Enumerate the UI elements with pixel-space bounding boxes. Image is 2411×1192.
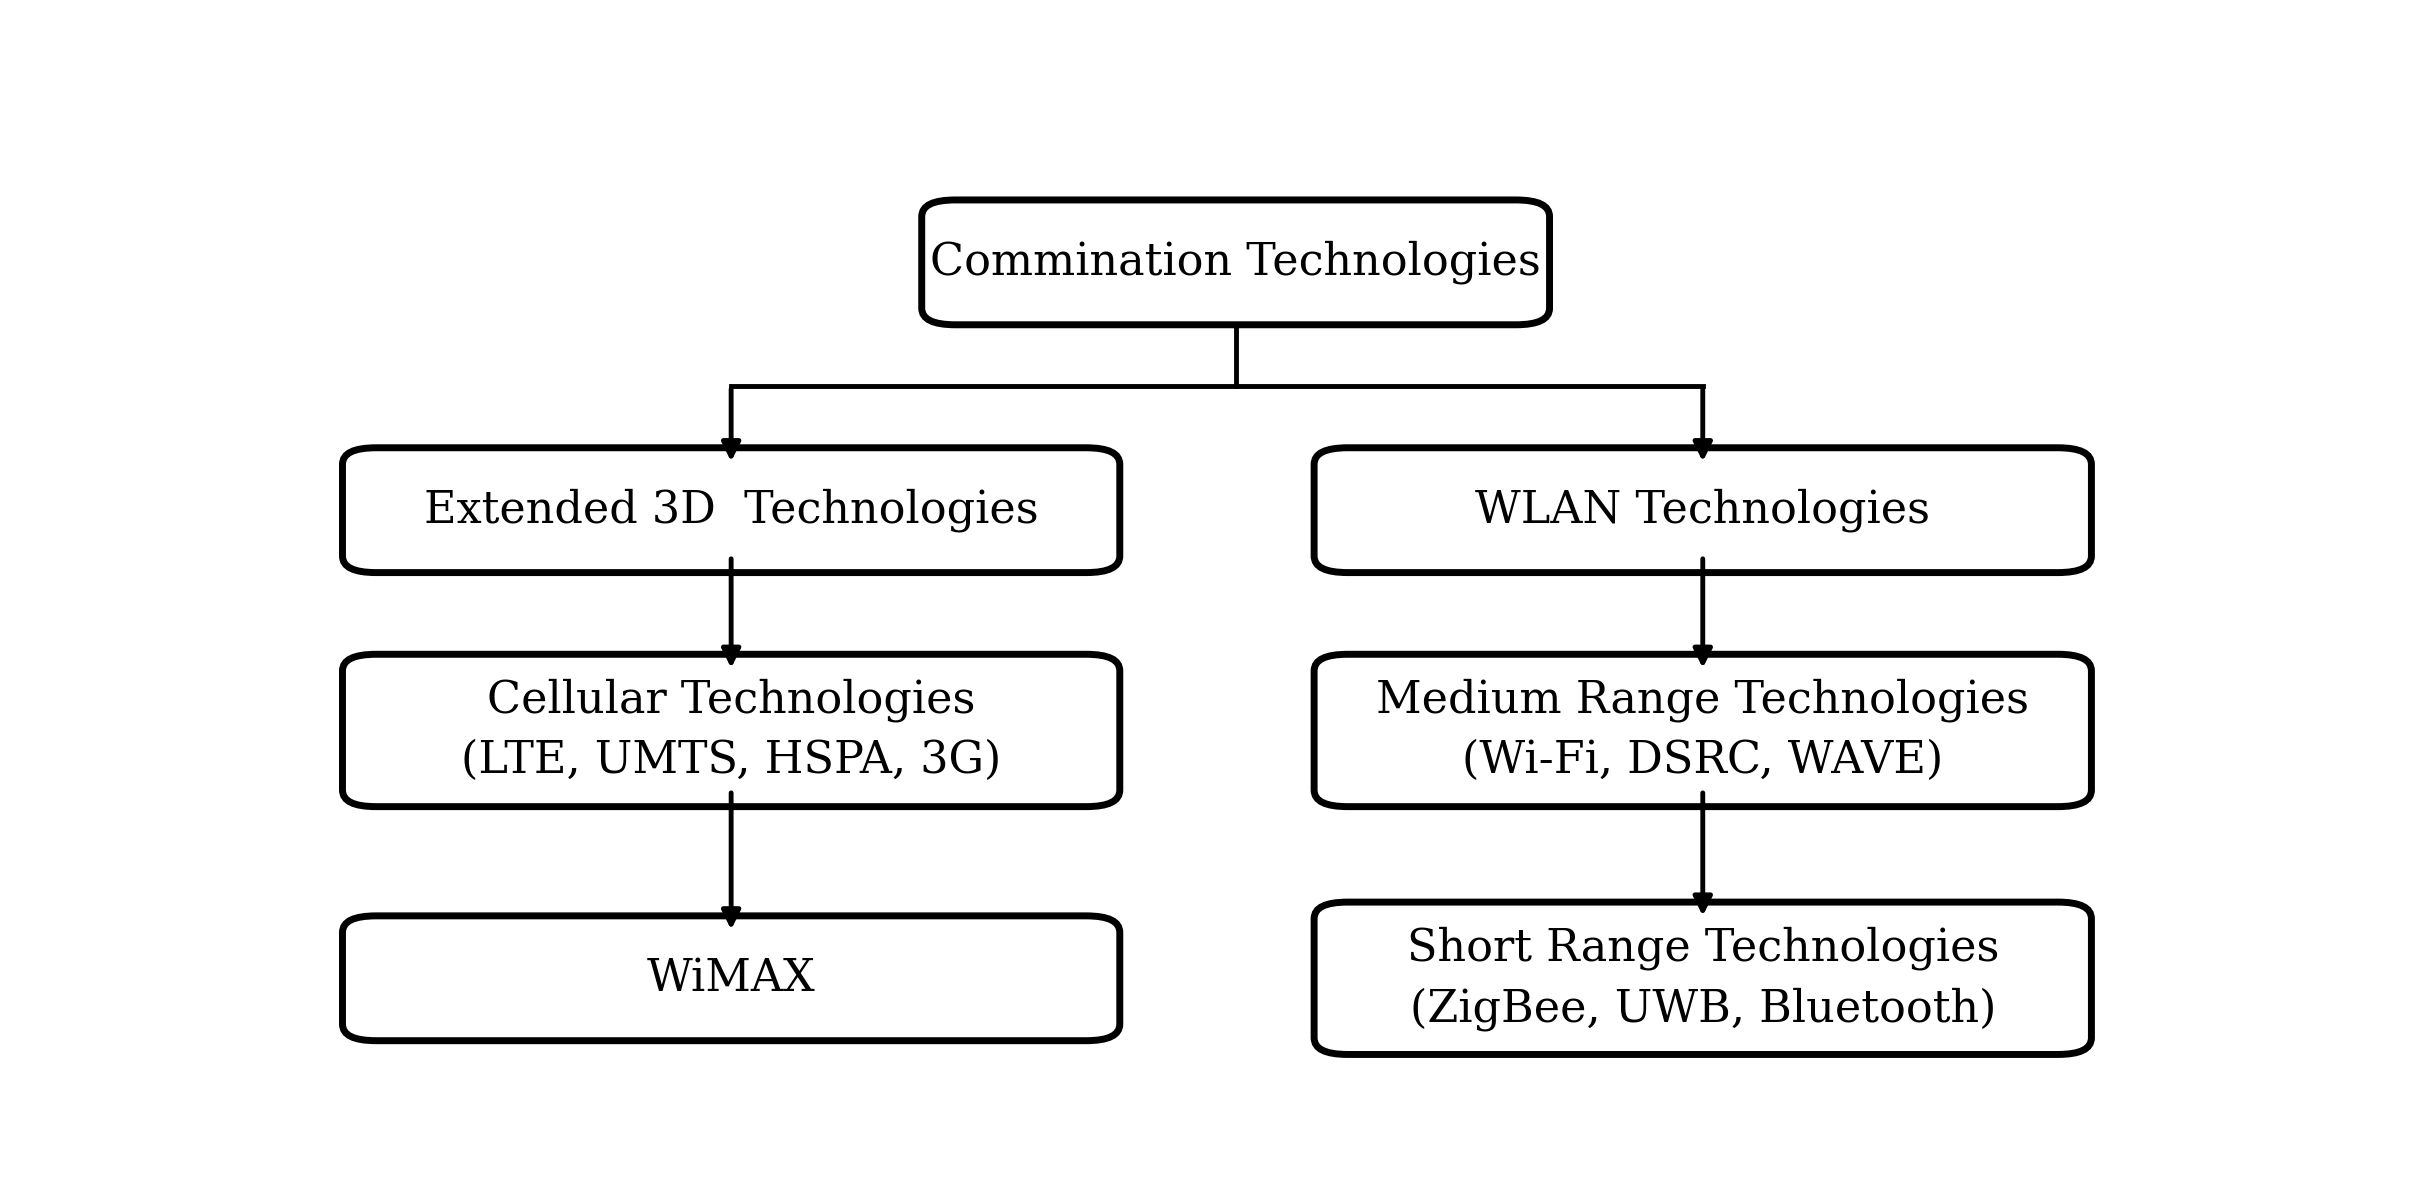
FancyBboxPatch shape — [921, 200, 1550, 324]
Text: Extended 3D  Technologies: Extended 3D Technologies — [424, 489, 1039, 532]
FancyBboxPatch shape — [1314, 654, 2090, 807]
Text: Short Range Technologies
(ZigBee, UWB, Bluetooth): Short Range Technologies (ZigBee, UWB, B… — [1406, 926, 1999, 1031]
Text: Cellular Technologies
(LTE, UMTS, HSPA, 3G): Cellular Technologies (LTE, UMTS, HSPA, … — [461, 678, 1001, 782]
FancyBboxPatch shape — [342, 915, 1119, 1041]
Text: Commination Technologies: Commination Technologies — [931, 241, 1541, 284]
Text: WLAN Technologies: WLAN Technologies — [1476, 489, 1931, 532]
FancyBboxPatch shape — [1314, 448, 2090, 572]
Text: Medium Range Technologies
(Wi-Fi, DSRC, WAVE): Medium Range Technologies (Wi-Fi, DSRC, … — [1377, 678, 2030, 782]
Text: WiMAX: WiMAX — [646, 957, 815, 1000]
FancyBboxPatch shape — [1314, 902, 2090, 1055]
FancyBboxPatch shape — [342, 448, 1119, 572]
FancyBboxPatch shape — [342, 654, 1119, 807]
